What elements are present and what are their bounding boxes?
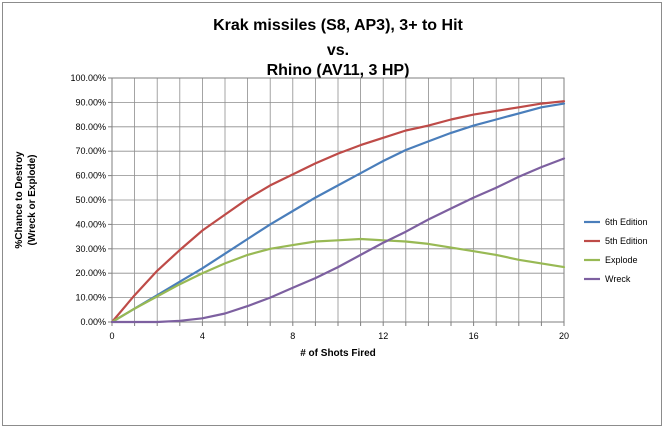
x-tick-label: 16: [469, 331, 479, 341]
legend-label-6th-edition: 6th Edition: [605, 217, 648, 227]
legend-label-explode: Explode: [605, 255, 638, 265]
y-axis-label-line: %Chance to Destroy: [14, 151, 25, 249]
series-line-5th-edition: [110, 100, 566, 324]
x-tick-label: 8: [290, 331, 295, 341]
y-tick-label: 40.00%: [75, 219, 106, 229]
x-axis-ticks: 0 4 8 12 16 20: [109, 322, 569, 341]
chart-title-line: Krak missiles (S8, AP3), 3+ to Hit: [213, 17, 463, 34]
y-tick-label: 80.00%: [75, 122, 106, 132]
y-tick-label: 0.00%: [80, 317, 106, 327]
legend: 6th Edition 5th Edition Explode Wreck: [584, 217, 648, 284]
x-tick-label: 20: [559, 331, 569, 341]
y-tick-label: 90.00%: [75, 97, 106, 107]
chart-title: Krak missiles (S8, AP3), 3+ to Hit vs. Rhi…: [213, 17, 463, 79]
series-line-6th-edition: [110, 102, 566, 324]
y-tick-label: 50.00%: [75, 195, 106, 205]
y-tick-label: 30.00%: [75, 244, 106, 254]
x-tick-label: 4: [200, 331, 205, 341]
chart-title-line: vs.: [327, 42, 349, 59]
y-axis-label-line: (Wreck or Explode): [27, 155, 38, 246]
y-tick-label: 10.00%: [75, 293, 106, 303]
y-tick-label: 100.00%: [70, 73, 106, 83]
y-tick-label: 70.00%: [75, 146, 106, 156]
legend-label-wreck: Wreck: [605, 274, 631, 284]
series-line-explode: [110, 237, 566, 324]
legend-label-5th-edition: 5th Edition: [605, 236, 648, 246]
x-tick-label: 12: [378, 331, 388, 341]
y-tick-label: 20.00%: [75, 268, 106, 278]
x-axis-label: # of Shots Fired: [300, 348, 376, 359]
x-tick-label: 0: [109, 331, 114, 341]
y-axis-label: %Chance to Destroy (Wreck or Explode): [14, 151, 38, 249]
y-axis-ticks: 0.00% 10.00% 20.00% 30.00% 40.00% 50.00% 60.00…: [70, 73, 112, 327]
y-tick-label: 60.00%: [75, 171, 106, 181]
chart-title-line: Rhino (AV11, 3 HP): [267, 62, 410, 79]
series-lines: [110, 100, 566, 324]
series-line-wreck: [110, 157, 566, 324]
